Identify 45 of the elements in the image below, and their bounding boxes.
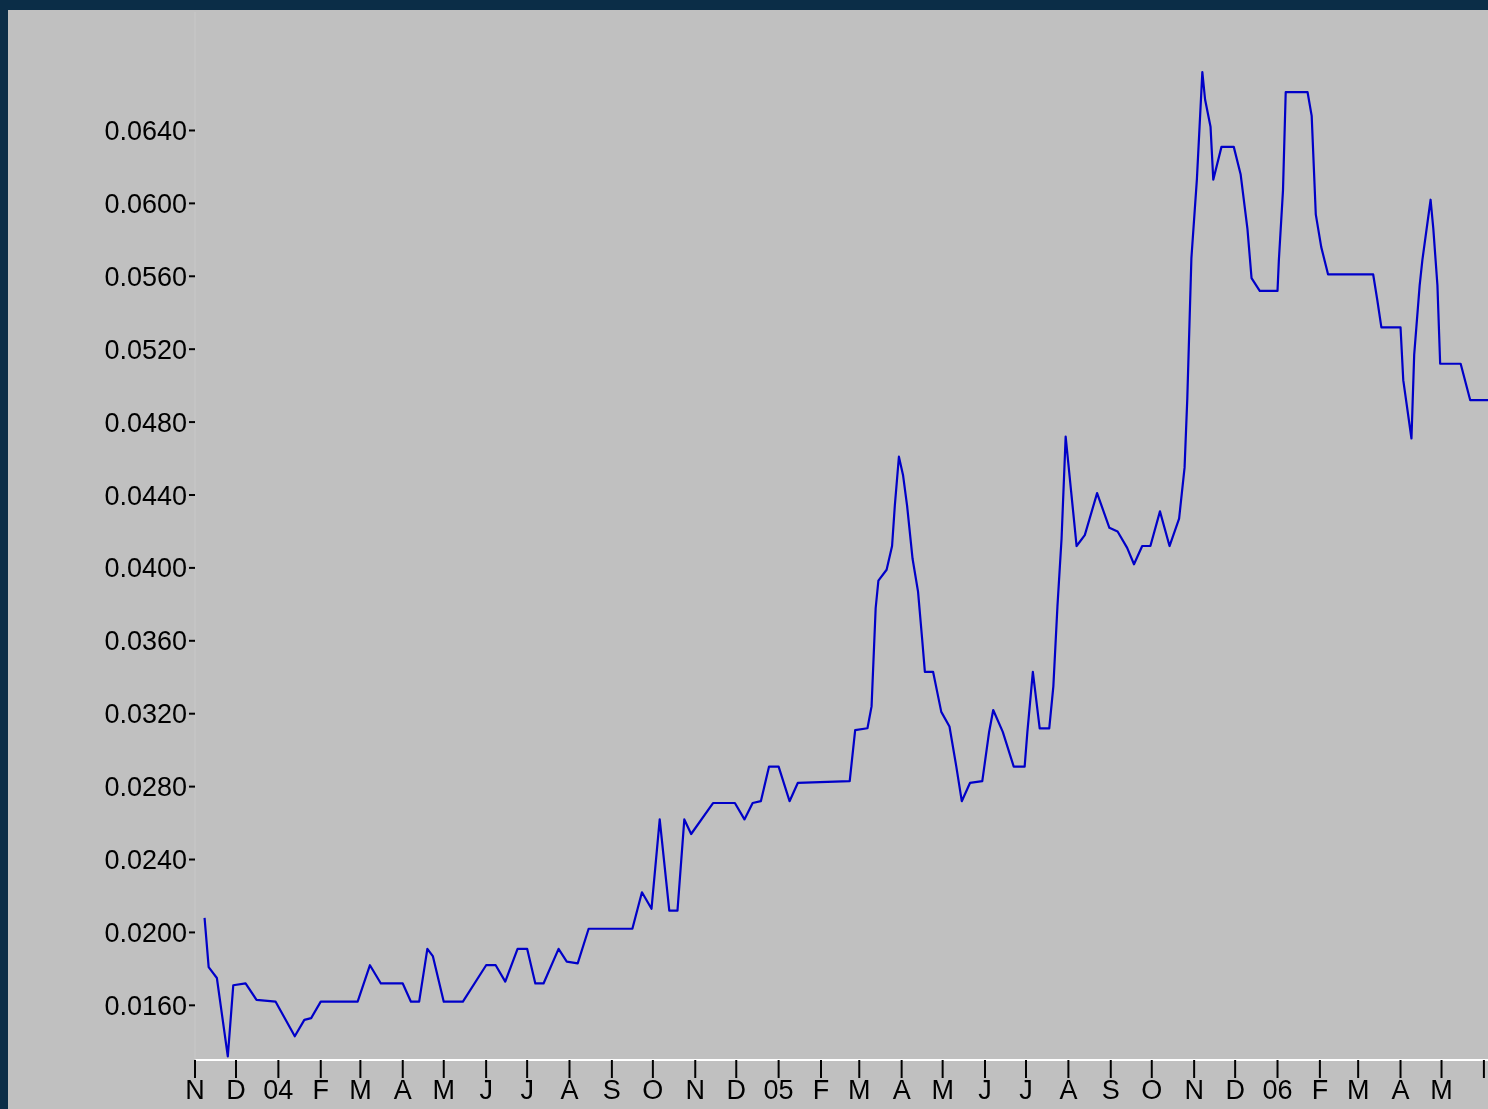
x-tick-label: F [1311,1075,1329,1106]
x-tick-label: M [931,1075,954,1106]
y-tick-label: 0.0440 [104,480,187,511]
y-tick-label: 0.0200 [104,918,187,948]
x-tick-label: J [978,1075,992,1106]
x-tick-label: N [685,1075,705,1106]
x-tick-label: D [226,1075,246,1106]
y-tick-label: 0.0400 [104,553,187,584]
y-tick-label: 0.0480 [104,407,187,438]
x-tick-label: J [1019,1075,1033,1106]
x-tick-label: A [1059,1075,1078,1106]
x-tick-label: A [892,1075,911,1106]
line-series [203,71,1488,1058]
x-tick-label: M [1430,1075,1453,1106]
y-tick-label: 0.0560 [104,261,187,292]
y-tick-label: 0.0240 [104,845,187,876]
x-tick-label: F [312,1075,329,1106]
x-tick-label: J [479,1075,493,1106]
x-tick-label: M [432,1075,456,1106]
y-tick-label: 0.0600 [104,188,187,219]
x-tick-label: D [726,1075,747,1106]
y-tick-label: 0.0640 [104,116,187,147]
x-tick-label: O [642,1075,664,1106]
x-tick-label: F [812,1075,830,1106]
x-tick-label: N [185,1075,205,1106]
x-tick-label: A [1391,1075,1410,1106]
x-tick-label: M [349,1075,372,1106]
x-tick-label: S [1101,1075,1120,1106]
x-tick-label: M [1346,1075,1370,1106]
x-tick-label: O [1141,1075,1163,1106]
y-tick-label: 0.0320 [104,699,187,730]
x-tick-label: A [393,1075,412,1106]
x-tick-label: S [602,1075,621,1106]
y-tick-label: 0.0520 [104,334,187,365]
x-tick-label: 06 [1262,1075,1293,1106]
y-tick-label: 0.0360 [104,626,187,657]
x-tick-label: N [1184,1075,1204,1106]
x-tick-label: J [520,1075,534,1106]
x-tick-label: A [560,1075,579,1106]
x-tick-label: 04 [263,1075,294,1106]
y-tick-label: 0.0280 [104,772,187,803]
y-tick-label: 0.0160 [104,990,187,1021]
x-tick-label: M [848,1075,871,1106]
x-tick-label: 05 [763,1075,794,1106]
x-tick-label: D [1225,1075,1245,1106]
